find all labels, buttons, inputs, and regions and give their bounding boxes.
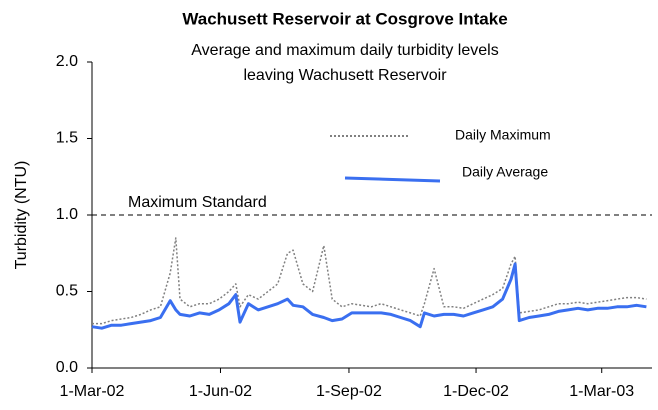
legend-label: Daily Average — [462, 164, 548, 180]
chart-title: Wachusett Reservoir at Cosgrove Intake — [182, 9, 507, 28]
series-line — [92, 237, 647, 325]
x-tick-label: 1-Mar-03 — [569, 383, 634, 400]
x-tick-label: 1-Sep-02 — [316, 383, 382, 400]
legend-swatch — [344, 176, 441, 183]
y-tick-label: 1.5 — [56, 130, 78, 147]
legend-label: Daily Maximum — [455, 127, 551, 143]
y-axis-label: Turbidity (NTU) — [13, 161, 30, 270]
chart-subtitle: Average and maximum daily turbidity leve… — [191, 42, 499, 84]
y-tick-label: 2.0 — [56, 53, 78, 70]
x-tick-label: 1-Mar-02 — [60, 383, 125, 400]
y-tick-label: 0.0 — [56, 359, 78, 376]
x-tick-label: 1-Jun-02 — [189, 383, 252, 400]
y-tick-label: 0.5 — [56, 283, 78, 300]
reference-label: Maximum Standard — [128, 194, 267, 211]
x-tick-label: 1-Dec-02 — [443, 383, 509, 400]
series-line — [91, 262, 647, 330]
y-tick-label: 1.0 — [56, 206, 78, 223]
